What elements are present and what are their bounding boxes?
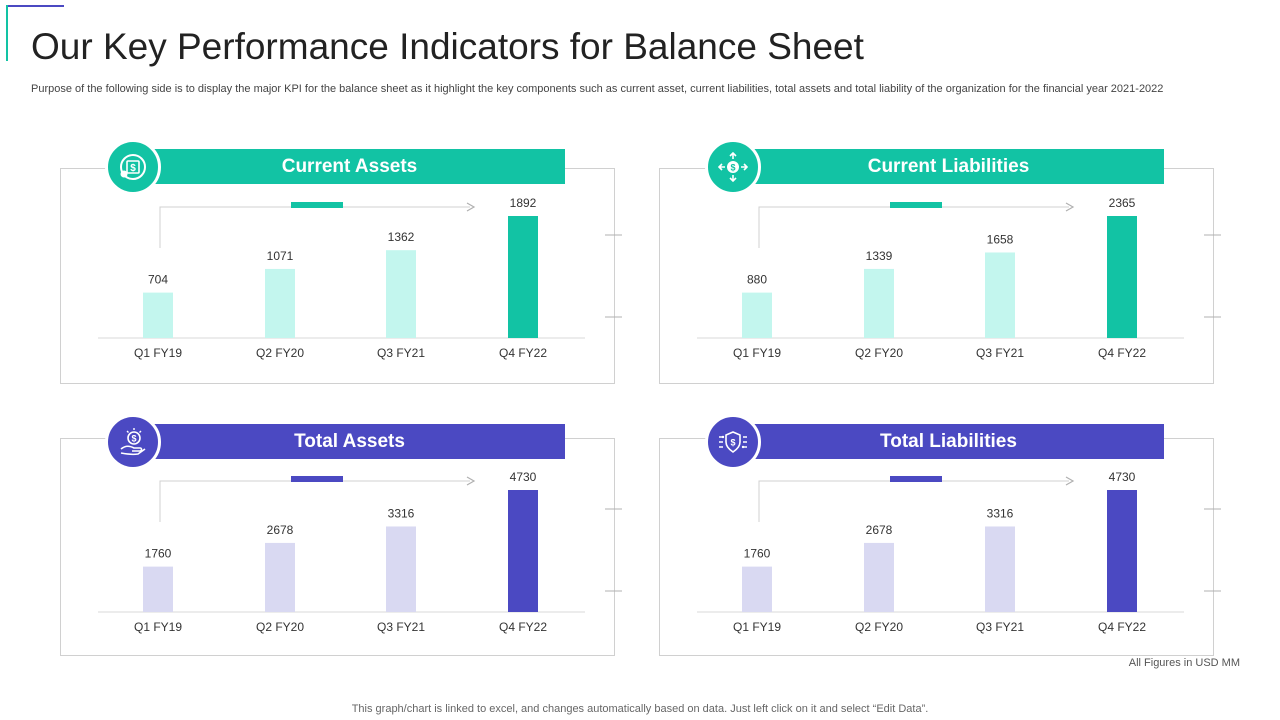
dollar-arrows-icon: $ bbox=[705, 139, 761, 195]
bar bbox=[508, 490, 538, 612]
kpi-title: Total Liabilities bbox=[880, 430, 1017, 452]
x-tick-label: Q2 FY20 bbox=[256, 346, 304, 360]
data-label: 704 bbox=[148, 273, 168, 287]
growth-arrow-accent bbox=[291, 202, 343, 208]
bar bbox=[143, 566, 173, 612]
x-tick-label: Q3 FY21 bbox=[377, 346, 425, 360]
bar-chart-total-assets: 1760 Q1 FY19 2678 Q2 FY20 3316 Q3 FY21 4730 Q4 … bbox=[98, 470, 622, 634]
bar bbox=[386, 526, 416, 612]
data-label: 3316 bbox=[987, 506, 1014, 520]
x-tick-label: Q1 FY19 bbox=[733, 346, 781, 360]
x-tick-label: Q2 FY20 bbox=[855, 346, 903, 360]
bar bbox=[143, 292, 173, 338]
x-tick-label: Q3 FY21 bbox=[976, 620, 1024, 634]
bar bbox=[864, 268, 894, 338]
data-label: 1760 bbox=[145, 547, 172, 561]
growth-arrow-head bbox=[1065, 202, 1075, 212]
kpi-title: Current Assets bbox=[281, 155, 418, 177]
decorative-accent-line bbox=[6, 5, 64, 7]
bar bbox=[742, 292, 772, 338]
kpi-banner-current-liabilities: Current Liabilities bbox=[733, 149, 1164, 184]
kpi-banner-total-assets: Total Assets bbox=[134, 424, 565, 459]
bar-chart-current-liabilities: 880 Q1 FY19 1339 Q2 FY20 1658 Q3 FY21 2365 Q4 F… bbox=[697, 196, 1221, 360]
growth-arrow-head bbox=[1065, 476, 1075, 486]
bar bbox=[1107, 490, 1137, 612]
x-tick-label: Q1 FY19 bbox=[733, 620, 781, 634]
figures-unit-note: All Figures in USD MM bbox=[1128, 657, 1240, 669]
page-title: Our Key Performance Indicators for Balan… bbox=[31, 26, 864, 67]
data-label: 3316 bbox=[388, 506, 415, 520]
bar bbox=[265, 542, 295, 612]
data-label: 2678 bbox=[866, 523, 893, 537]
x-tick-label: Q4 FY22 bbox=[1098, 346, 1146, 360]
hand-coin-icon: $ bbox=[105, 414, 161, 470]
bar bbox=[386, 250, 416, 338]
bar bbox=[985, 526, 1015, 612]
data-label: 1658 bbox=[987, 232, 1014, 246]
growth-arrow-head bbox=[466, 202, 476, 212]
growth-arrow-accent bbox=[890, 202, 942, 208]
data-label: 4730 bbox=[1109, 470, 1136, 484]
kpi-title: Current Liabilities bbox=[867, 155, 1030, 177]
x-tick-label: Q3 FY21 bbox=[377, 620, 425, 634]
bar bbox=[1107, 216, 1137, 338]
x-tick-label: Q1 FY19 bbox=[134, 346, 182, 360]
x-tick-label: Q3 FY21 bbox=[976, 346, 1024, 360]
x-tick-label: Q1 FY19 bbox=[134, 620, 182, 634]
x-tick-label: Q4 FY22 bbox=[499, 620, 547, 634]
page-subtitle: Purpose of the following side is to disp… bbox=[31, 83, 1164, 95]
data-label: 880 bbox=[747, 273, 767, 287]
x-tick-label: Q2 FY20 bbox=[855, 620, 903, 634]
svg-text:$: $ bbox=[730, 438, 735, 448]
x-tick-label: Q2 FY20 bbox=[256, 620, 304, 634]
bar bbox=[864, 542, 894, 612]
data-label: 1760 bbox=[744, 547, 771, 561]
bar bbox=[985, 252, 1015, 338]
growth-arrow-line bbox=[758, 480, 1069, 522]
bar-chart-current-assets: 704 Q1 FY19 1071 Q2 FY20 1362 Q3 FY21 1892 Q4 F… bbox=[98, 196, 622, 360]
data-label: 1892 bbox=[510, 196, 537, 210]
growth-arrow-accent bbox=[291, 476, 343, 482]
growth-arrow-head bbox=[466, 476, 476, 486]
bar-chart-total-liabilities: 1760 Q1 FY19 2678 Q2 FY20 3316 Q3 FY21 4730 Q4 … bbox=[697, 470, 1221, 634]
money-globe-icon: $ bbox=[105, 139, 161, 195]
data-label: 4730 bbox=[510, 470, 537, 484]
kpi-banner-current-assets: Current Assets bbox=[134, 149, 565, 184]
data-label: 1071 bbox=[267, 249, 294, 263]
growth-arrow-line bbox=[159, 206, 470, 248]
svg-text:$: $ bbox=[131, 434, 136, 444]
bar bbox=[508, 216, 538, 338]
svg-text:$: $ bbox=[130, 163, 136, 174]
footer-note: This graph/chart is linked to excel, and… bbox=[351, 703, 929, 715]
decorative-accent-line bbox=[6, 5, 8, 61]
data-label: 1339 bbox=[866, 249, 893, 263]
x-tick-label: Q4 FY22 bbox=[499, 346, 547, 360]
x-tick-label: Q4 FY22 bbox=[1098, 620, 1146, 634]
growth-arrow-accent bbox=[890, 476, 942, 482]
bar bbox=[742, 566, 772, 612]
bar bbox=[265, 268, 295, 338]
kpi-title: Total Assets bbox=[294, 430, 405, 452]
data-label: 2365 bbox=[1109, 196, 1136, 210]
data-label: 2678 bbox=[267, 523, 294, 537]
growth-arrow-line bbox=[159, 480, 470, 522]
kpi-banner-total-liabilities: Total Liabilities bbox=[733, 424, 1164, 459]
shield-dollar-icon: $ bbox=[705, 414, 761, 470]
growth-arrow-line bbox=[758, 206, 1069, 248]
data-label: 1362 bbox=[388, 230, 415, 244]
svg-text:$: $ bbox=[730, 163, 735, 173]
